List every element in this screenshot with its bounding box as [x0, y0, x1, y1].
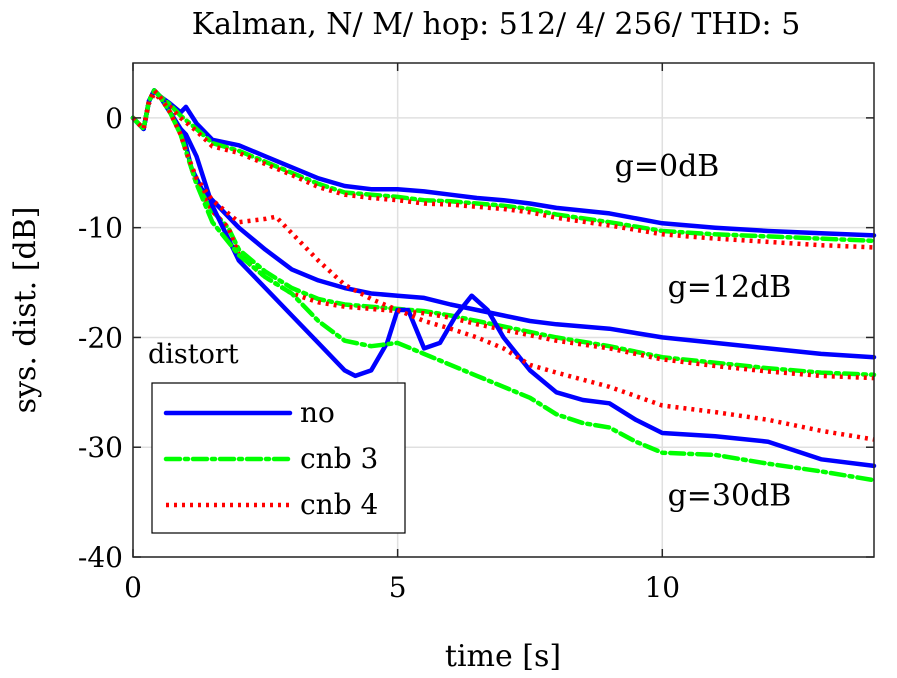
y-axis-ticks: 0 -10 -20 -30 -40 [78, 102, 874, 574]
plot-frame [132, 62, 875, 558]
chart-title: Kalman, N/ M/ hop: 512/ 4/ 256/ THD: 5 [192, 7, 801, 42]
legend-label: cnb 4 [300, 488, 378, 521]
x-axis-label: time [s] [445, 639, 561, 674]
legend-label: cnb 3 [300, 442, 378, 475]
series-line-g12db-no [130, 88, 877, 360]
series-line-g12db-cnb-4 [131, 88, 875, 381]
y-tick-label: -30 [78, 431, 123, 464]
series-line-g0db-cnb-3 [130, 88, 877, 244]
y-tick-label: -10 [78, 212, 123, 245]
y-tick-label: -20 [78, 321, 123, 354]
group-label: g=0dB [615, 149, 720, 184]
group-label: g=30dB [668, 478, 792, 513]
series-line-g0db-no [130, 88, 877, 238]
series-line-g0db-cnb-4 [131, 91, 875, 250]
legend-title: distort [148, 339, 239, 370]
legend-label: no [300, 396, 335, 429]
x-tick-label: 5 [389, 571, 407, 604]
x-tick-label: 0 [124, 571, 142, 604]
group-label: g=12dB [668, 270, 792, 305]
series-layer [130, 88, 877, 483]
x-axis-ticks: 0 5 10 [124, 63, 680, 604]
y-tick-label: 0 [105, 102, 123, 135]
legend: no cnb 3 cnb 4 [151, 382, 406, 534]
annotations: g=0dB g=12dB g=30dB [615, 149, 792, 513]
x-tick-label: 10 [644, 571, 680, 604]
y-tick-label: -40 [78, 541, 123, 574]
y-axis-label: sys. dist. [dB] [8, 207, 43, 414]
